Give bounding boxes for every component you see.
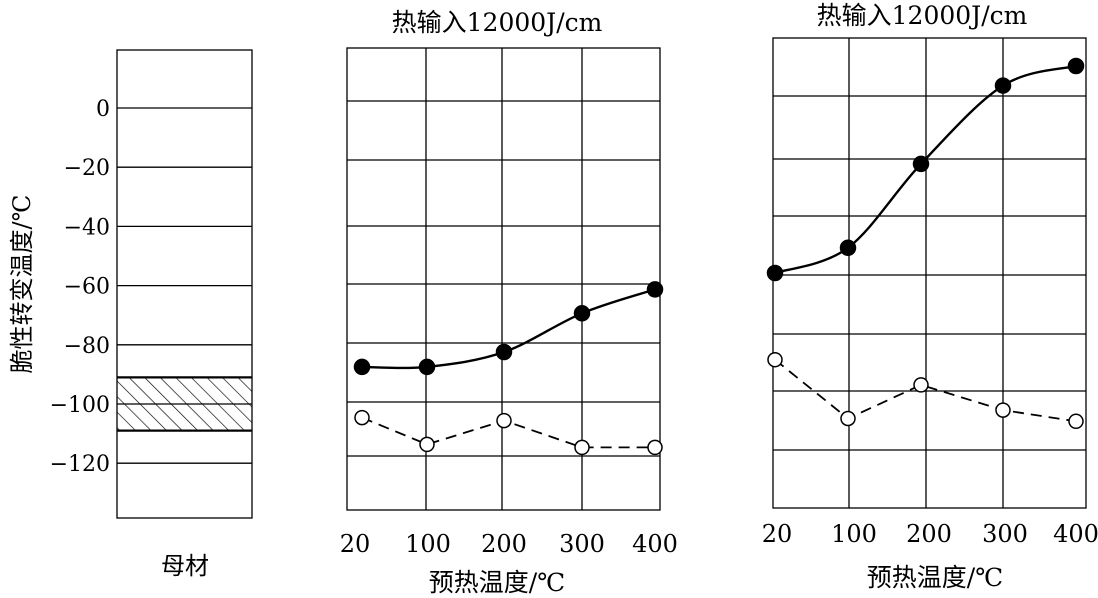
x-tick-label: 100 xyxy=(405,530,451,558)
open-series-line xyxy=(774,358,1077,423)
filled-circle-point xyxy=(839,239,857,257)
filled-circle-point xyxy=(353,358,371,376)
x-tick-label: 200 xyxy=(906,520,952,548)
base-metal-panel: 0 −20 −40 −60 −80 −100 −120 脆性转变温度/℃ 母材 xyxy=(8,49,253,580)
open-circle-point xyxy=(647,439,663,456)
x-tick-label: 20 xyxy=(340,530,371,558)
x-axis-label: 预热温度/℃ xyxy=(867,563,1003,592)
y-tick-label: −20 xyxy=(64,156,110,181)
y-tick-label: −40 xyxy=(64,215,110,240)
chart-title: 热输入12000J/cm xyxy=(392,8,603,37)
open-circle-point xyxy=(767,351,783,368)
y-tick-label: −100 xyxy=(50,393,110,418)
x-tick-label: 400 xyxy=(632,530,678,558)
filled-circle-point xyxy=(994,77,1012,94)
y-tick-label: 0 xyxy=(96,97,110,122)
x-axis-label: 预热温度/℃ xyxy=(429,568,565,597)
filled-circle-point xyxy=(646,281,664,298)
x-tick-label: 200 xyxy=(481,530,527,558)
filled-circle-point xyxy=(766,264,784,282)
open-circle-point xyxy=(995,402,1011,418)
right-line-panel: 热输入12000J/cm 20 100 200 300 400 预热温度/℃ xyxy=(762,1,1098,592)
filled-circle-point xyxy=(495,343,513,361)
chart-title: 热输入12000J/cm xyxy=(817,1,1028,30)
open-circle-point xyxy=(913,377,929,393)
plot-frame xyxy=(772,37,1087,509)
x-tick-label: 100 xyxy=(831,520,877,548)
filled-circle-point xyxy=(912,155,930,173)
open-circle-point xyxy=(1068,413,1084,430)
filled-circle-point xyxy=(1067,57,1085,75)
plot-frame xyxy=(116,49,253,519)
x-tick-label: 300 xyxy=(982,520,1028,548)
filled-circle-point xyxy=(573,305,591,322)
filled-circle-point xyxy=(418,358,436,376)
y-tick-label: −80 xyxy=(64,334,110,359)
open-circle-point xyxy=(840,410,856,427)
x-tick-label: 20 xyxy=(762,520,793,548)
plot-frame xyxy=(346,47,661,511)
x-tick-label: 400 xyxy=(1053,520,1098,548)
left-line-panel: 热输入12000J/cm 20 100 200 300 400 预热温度/℃ xyxy=(340,8,678,597)
open-circle-point xyxy=(574,439,590,456)
y-axis-label: 脆性转变温度/℃ xyxy=(8,195,36,374)
y-tick-label: −120 xyxy=(50,452,110,477)
x-tick-label: 300 xyxy=(559,530,605,558)
open-circle-point xyxy=(354,409,370,426)
category-label: 母材 xyxy=(161,552,209,580)
y-tick-label: −60 xyxy=(64,275,110,300)
open-circle-point xyxy=(419,436,435,453)
open-circle-point xyxy=(496,412,512,429)
